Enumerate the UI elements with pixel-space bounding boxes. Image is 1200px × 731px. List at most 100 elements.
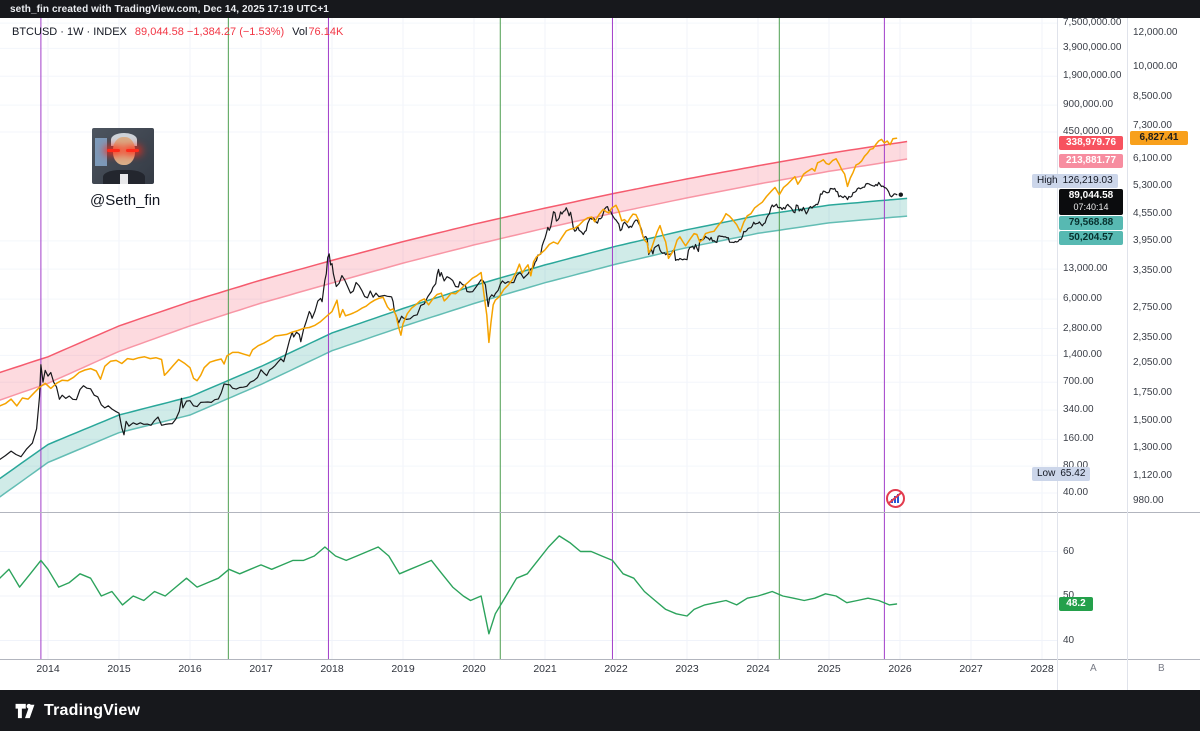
year-label: 2021	[533, 663, 557, 675]
price-tick-b: 2,050.00	[1133, 357, 1172, 369]
upper-band-bottom-price-badge: 213,881.77	[1059, 153, 1123, 168]
price-tick-b: 1,120.00	[1133, 469, 1172, 481]
series-overlay-index[interactable]	[0, 137, 898, 407]
oscillator-tick: 40	[1063, 634, 1075, 646]
year-label: 2016	[178, 663, 202, 675]
price-tick-b: 3,350.00	[1133, 265, 1172, 277]
price-tick-b: 3,950.00	[1133, 234, 1172, 246]
high-price-value: 126,219.03	[1062, 175, 1113, 187]
price-tick-a: 1,900,000.00	[1063, 70, 1122, 82]
year-label: 2015	[107, 663, 131, 675]
year-label: 2018	[320, 663, 344, 675]
price-tick-a: 450,000.00	[1063, 126, 1114, 137]
flag-backdrop	[95, 138, 107, 166]
price-tick-b: 4,550.00	[1133, 208, 1172, 220]
volume-label: Vol	[292, 26, 308, 38]
price-tick-a: 80.00	[1063, 460, 1089, 472]
author-handle: @Seth_fin	[90, 192, 161, 209]
price-tick-a: 6,000.00	[1063, 293, 1102, 305]
year-label: 2024	[746, 663, 770, 675]
series-btcusd[interactable]	[0, 181, 898, 461]
tradingview-brand-text[interactable]: TradingView	[44, 701, 141, 719]
price-tick-b: 10,000.00	[1133, 61, 1178, 73]
low-price-value: 65.42	[1060, 467, 1086, 479]
oscillator-tick: 50	[1063, 590, 1075, 601]
year-label: 2019	[391, 663, 415, 675]
price-tick-b: 8,500.00	[1133, 91, 1172, 103]
symbol-legend[interactable]: BTCUSD · 1W · INDEX 89,044.58 −1,384.27 …	[12, 26, 343, 38]
scale-b-letter: B	[1158, 663, 1165, 674]
symbol-title[interactable]: BTCUSD · 1W · INDEX	[12, 26, 127, 38]
meme-face	[113, 137, 135, 165]
price-tick-b: 5,300.00	[1133, 179, 1172, 191]
chart-background	[0, 18, 1200, 690]
laser-eye-right	[126, 149, 139, 152]
price-tick-b: 1,500.00	[1133, 415, 1172, 427]
price-tick-b: 2,750.00	[1133, 302, 1172, 314]
price-tick-a: 7,500,000.00	[1063, 17, 1122, 29]
overlay-last-price-badge: 6,827.41	[1130, 131, 1188, 146]
low-price-word: Low	[1037, 467, 1056, 479]
low-price-badge: Low 65.42	[1032, 466, 1091, 481]
last-price-value: 89,044.58	[1068, 190, 1114, 202]
powell-laser-eyes-meme-image	[92, 128, 154, 184]
price-tick-b: 1,750.00	[1133, 386, 1172, 398]
price-tick-b: 6,100.00	[1133, 153, 1172, 165]
high-price-badge: High 126,219.03	[1032, 174, 1118, 189]
price-tick-a: 340.00	[1063, 404, 1094, 416]
price-tick-b: 980.00	[1133, 494, 1164, 506]
price-tick-a: 700.00	[1063, 376, 1094, 388]
price-summary: 89,044.58 −1,384.27 (−1.53%)	[134, 26, 285, 38]
price-tick-a: 40.00	[1063, 486, 1089, 498]
price-tick-b: 1,300.00	[1133, 442, 1172, 454]
series-oscillator[interactable]	[0, 535, 898, 635]
attribution-text: seth_fin created with TradingView.com, D…	[10, 3, 329, 15]
year-label: 2026	[888, 663, 912, 675]
price-tick-a: 3,900,000.00	[1063, 42, 1122, 54]
year-label: 2028	[1030, 663, 1054, 675]
upper-band-top-price-badge: 338,979.76	[1059, 135, 1123, 150]
year-label: 2017	[249, 663, 273, 675]
laser-eye-left	[107, 149, 120, 152]
footer-bar: TradingView	[0, 690, 1200, 731]
index-provider-logo-icon	[886, 489, 905, 508]
volume-value: 76.14K	[308, 26, 344, 38]
price-tick-a: 2,800.00	[1063, 322, 1102, 334]
price-tick-a: 900,000.00	[1063, 99, 1114, 111]
lower-band-top-price-value: 79,568.88	[1068, 217, 1114, 229]
attribution-bar: seth_fin created with TradingView.com, D…	[0, 0, 1200, 18]
last-bar-marker	[898, 192, 904, 197]
upper-band-top-price-value: 338,979.76	[1065, 136, 1117, 148]
meme-shirt	[120, 174, 128, 184]
upper-band-top-edge	[0, 140, 908, 374]
price-tick-b: 7,300.00	[1133, 119, 1172, 131]
year-label: 2022	[604, 663, 628, 675]
scale-a-letter: A	[1090, 663, 1097, 674]
tradingview-logo-icon[interactable]	[14, 700, 36, 722]
lower-band-bottom-price-value: 50,204.57	[1068, 232, 1114, 244]
price-tick-a: 1,400.00	[1063, 349, 1102, 361]
year-label: 2025	[817, 663, 841, 675]
high-price-word: High	[1037, 175, 1058, 187]
price-tick-b: 12,000.00	[1133, 27, 1178, 38]
lower-band-bottom-price-badge: 50,204.57	[1059, 231, 1123, 246]
last-price-badge: 89,044.58 07:40:14	[1059, 189, 1123, 216]
year-label: 2027	[959, 663, 983, 675]
year-label: 2020	[462, 663, 486, 675]
upper-band-bottom-edge	[0, 158, 908, 401]
lower-band-top-price-badge: 79,568.88	[1059, 216, 1123, 231]
lower-band-top-edge	[0, 197, 908, 480]
year-label: 2023	[675, 663, 699, 675]
oscillator-tick: 60	[1063, 545, 1075, 557]
year-label: 2014	[36, 663, 60, 675]
price-tick-a: 160.00	[1063, 433, 1094, 445]
oscillator-last-badge: 48.2	[1059, 597, 1093, 611]
bar-countdown: 07:40:14	[1073, 202, 1109, 213]
